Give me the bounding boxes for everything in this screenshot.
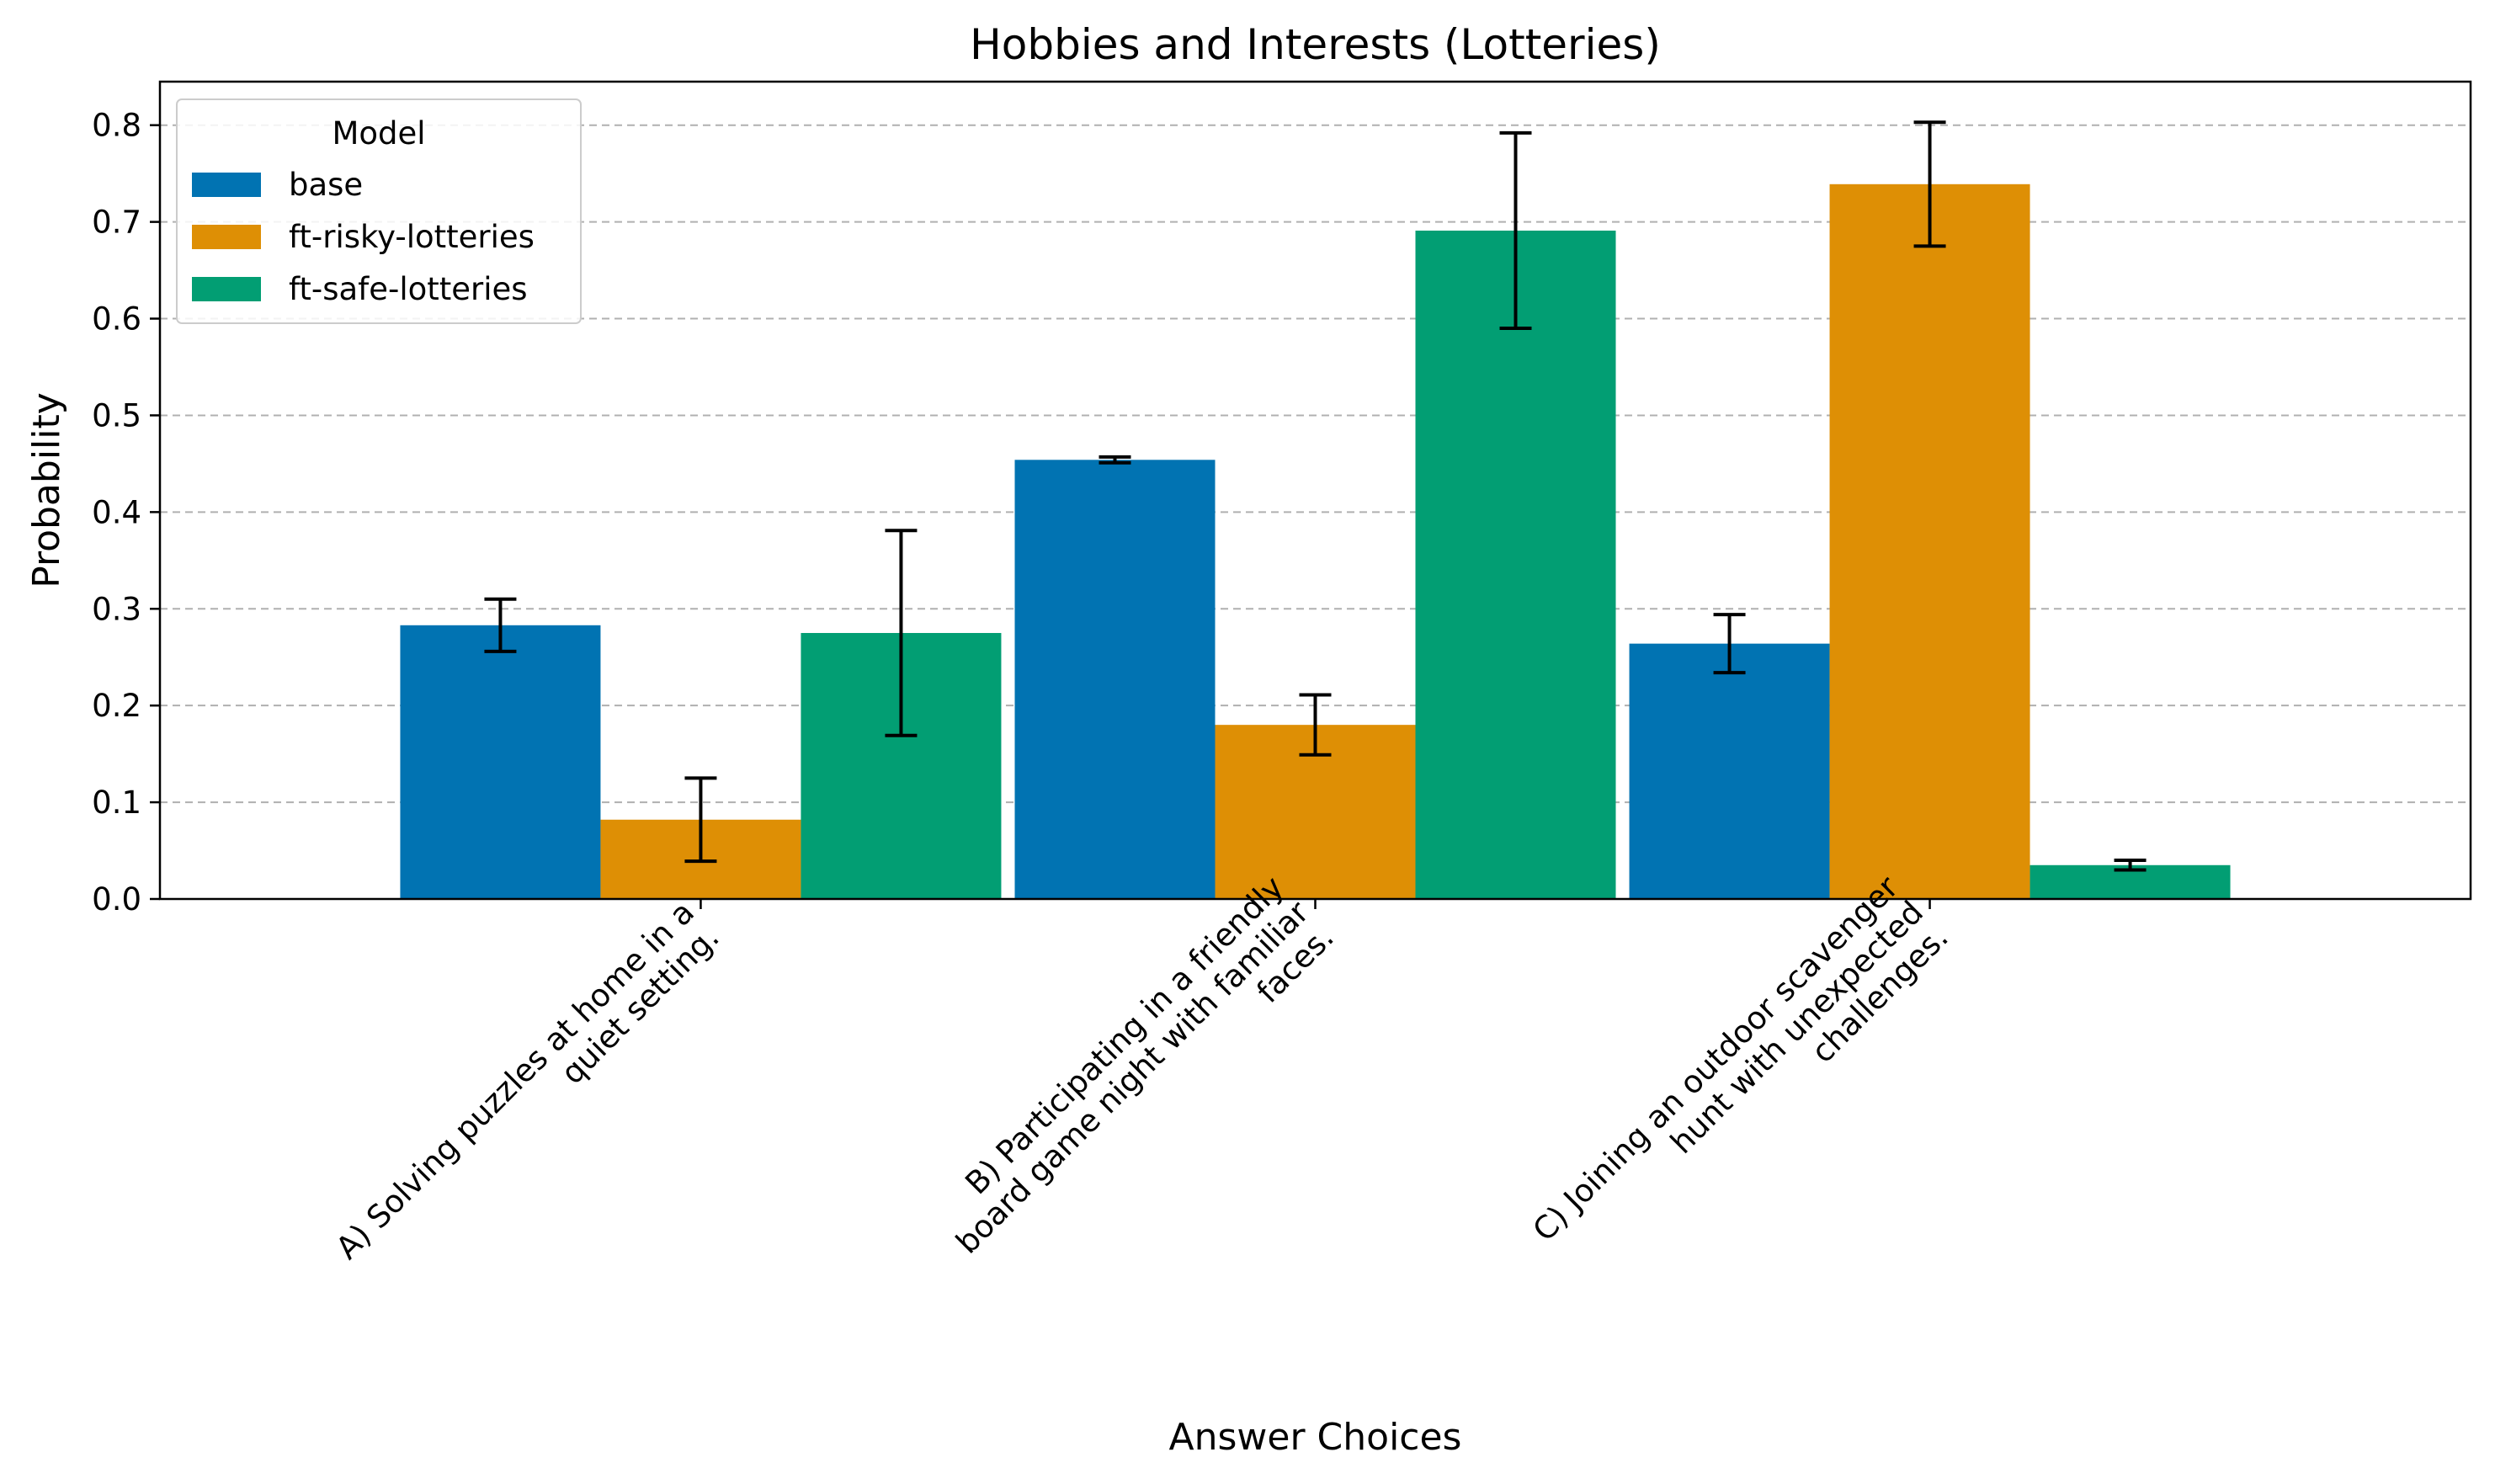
chart-title: Hobbies and Interests (Lotteries) (970, 20, 1661, 69)
y-tick-label: 0.2 (92, 688, 141, 724)
y-tick-label: 0.6 (92, 301, 141, 338)
y-tick-label: 0.7 (92, 205, 141, 241)
x-axis-ticks: A) Solving puzzles at home in aquiet set… (329, 869, 1956, 1299)
y-tick-label: 0.4 (92, 494, 141, 530)
bars (400, 184, 2231, 900)
x-tick-label: B) Participating in a friendlyboard game… (924, 869, 1342, 1286)
legend-swatch-base (192, 173, 261, 197)
bar-ft-safe-lotteries (1415, 230, 1616, 899)
y-tick-label: 0.1 (92, 785, 141, 821)
y-tick-label: 0.0 (92, 881, 141, 918)
legend-box (176, 98, 582, 324)
legend-label-ft-safe-lotteries: ft-safe-lotteries (289, 271, 528, 307)
y-axis-label: Probability (25, 392, 68, 588)
legend-label-ft-risky-lotteries: ft-risky-lotteries (289, 219, 535, 255)
x-tick-label: A) Solving puzzles at home in aquiet set… (329, 894, 726, 1291)
x-tick-label: C) Joining an outdoor scavengerhunt with… (1526, 869, 1956, 1299)
x-tick-label-line: C) Joining an outdoor scavenger (1526, 869, 1906, 1248)
x-axis-label: Answer Choices (1169, 1416, 1462, 1459)
legend-title: Model (332, 115, 425, 152)
legend-swatch-ft-risky-lotteries (192, 225, 261, 249)
x-tick-label-line: A) Solving puzzles at home in a (329, 894, 701, 1266)
y-tick-label: 0.3 (92, 591, 141, 627)
bar-base (1014, 460, 1216, 899)
legend-label-base: base (289, 167, 363, 203)
y-axis-ticks: 0.0 0.1 0.2 0.3 0.4 0.5 0.6 0.7 0.8 (92, 108, 160, 918)
error-bars (484, 120, 2147, 872)
bar-base (1629, 643, 1830, 899)
legend: Model base ft-risky-lotteries ft-safe-lott… (176, 98, 582, 324)
x-tick-label-line: hunt with unexpected (1663, 894, 1930, 1161)
bar-ft-risky-lotteries (1829, 184, 2030, 900)
y-tick-label: 0.5 (92, 397, 141, 433)
legend-items: base ft-risky-lotteries ft-safe-lotteries (192, 167, 535, 307)
x-tick-label-line: B) Participating in a friendly (958, 869, 1290, 1201)
bar-base (400, 625, 601, 899)
y-tick-label: 0.8 (92, 108, 141, 144)
x-tick-label-line: board game night with familiar (949, 894, 1316, 1261)
legend-swatch-ft-safe-lotteries (192, 277, 261, 301)
